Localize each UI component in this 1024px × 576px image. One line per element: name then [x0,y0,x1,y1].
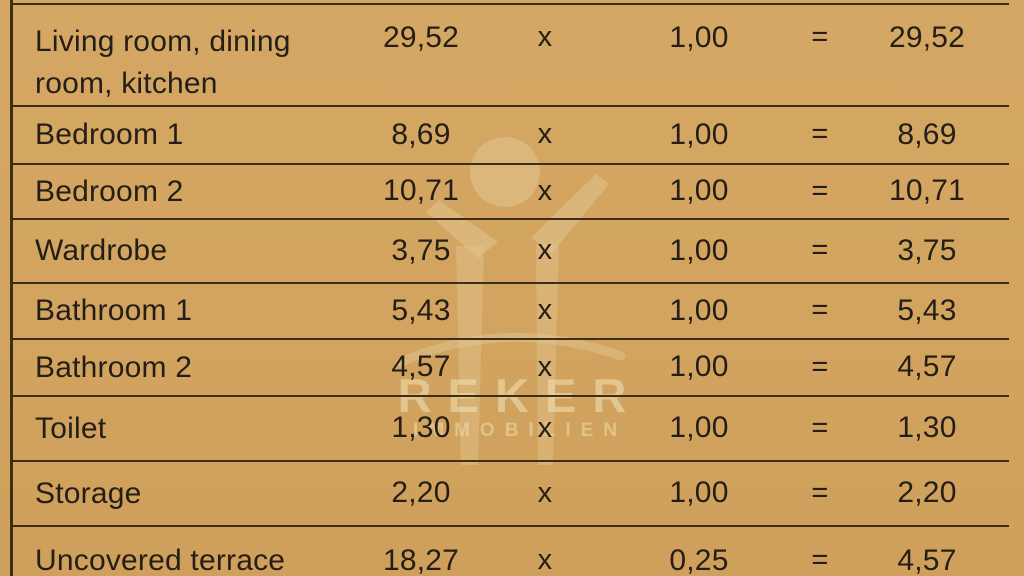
multiply-operator: x [537,294,553,327]
equals-operator: = [811,544,829,576]
area-value: 8,69 [391,117,451,151]
factor-value: 1,00 [669,117,729,151]
table-row: Bedroom 2 10,71 x 1,00 = 10,71 [12,163,1009,218]
multiply-operator: x [537,476,553,509]
equals-operator: = [811,174,829,207]
area-value: 10,71 [382,174,460,208]
room-label: Storage [35,476,142,510]
area-value: 18,27 [382,543,460,576]
multiply-operator: x [537,21,553,53]
room-label: Bathroom 1 [35,294,193,327]
room-label: Living room, dining room, kitchen [35,25,291,100]
table-row: Living room, dining room, kitchen 29,52 … [12,3,1009,105]
room-label: Bedroom 2 [35,174,184,208]
multiply-operator: x [537,234,553,267]
multiply-operator: x [537,350,553,383]
factor-value: 1,00 [669,21,729,54]
result-value: 2,20 [897,476,957,510]
area-value: 29,52 [382,21,460,54]
equals-operator: = [811,234,829,267]
area-value: 5,43 [391,293,451,327]
result-value: 4,57 [897,543,957,576]
table-row: Bathroom 1 5,43 x 1,00 = 5,43 [12,282,1009,338]
factor-value: 1,00 [669,293,729,327]
result-value: 4,57 [897,350,957,384]
table-row: Bathroom 2 4,57 x 1,00 = 4,57 [12,338,1009,395]
equals-operator: = [811,21,829,53]
multiply-operator: x [537,411,553,444]
equals-operator: = [811,476,829,509]
area-value: 4,57 [391,350,451,384]
table-row: Storage 2,20 x 1,00 = 2,20 [12,460,1009,525]
factor-value: 1,00 [669,233,729,267]
area-value: 1,30 [391,411,451,445]
area-table: Living room, dining room, kitchen 29,52 … [12,3,1009,576]
multiply-operator: x [537,544,553,576]
room-label: Uncovered terrace [35,544,286,576]
table-row: Bedroom 1 8,69 x 1,00 = 8,69 [12,105,1009,163]
table-row: Toilet 1,30 x 1,00 = 1,30 [12,395,1009,460]
room-label: Toilet [35,411,107,445]
table-left-border [10,0,13,576]
equals-operator: = [811,118,829,151]
equals-operator: = [811,411,829,444]
result-value: 10,71 [888,174,966,208]
multiply-operator: x [537,174,553,207]
factor-value: 1,00 [669,411,729,445]
area-value: 2,20 [391,476,451,510]
result-value: 8,69 [897,117,957,151]
result-value: 3,75 [897,233,957,267]
factor-value: 0,25 [669,543,729,576]
factor-value: 1,00 [669,174,729,208]
area-value: 3,75 [391,233,451,267]
factor-value: 1,00 [669,350,729,384]
result-value: 29,52 [888,21,966,54]
factor-value: 1,00 [669,476,729,510]
multiply-operator: x [537,118,553,151]
table-row: Wardrobe 3,75 x 1,00 = 3,75 [12,218,1009,282]
equals-operator: = [811,350,829,383]
equals-operator: = [811,294,829,327]
room-label: Bedroom 1 [35,118,184,151]
room-label: Bathroom 2 [35,350,193,384]
result-value: 1,30 [897,411,957,445]
table-row: Uncovered terrace 18,27 x 0,25 = 4,57 [12,525,1009,576]
result-value: 5,43 [897,293,957,327]
room-label: Wardrobe [35,234,168,267]
